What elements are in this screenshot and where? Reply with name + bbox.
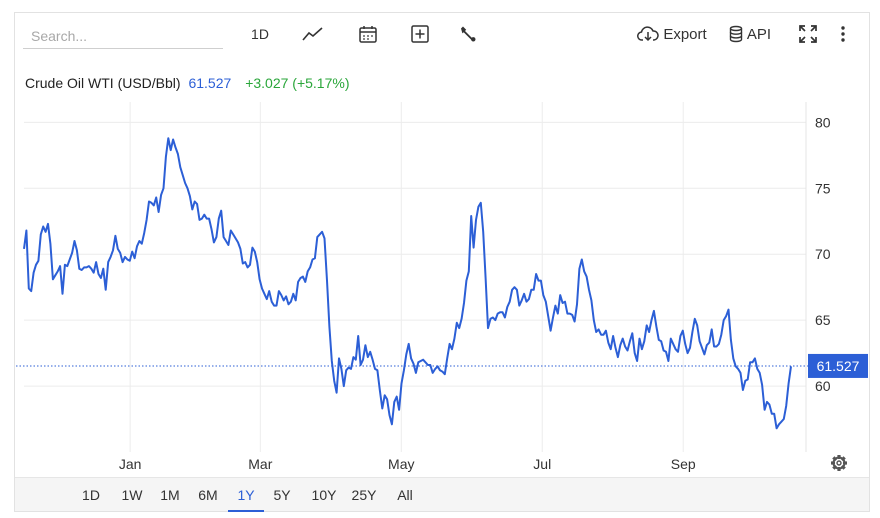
range-button-1m[interactable]: 1M [160,487,180,503]
y-tick-label: 65 [815,312,831,328]
fullscreen-button[interactable] [795,21,821,47]
current-price-tag [808,353,868,378]
gear-icon[interactable] [831,455,847,471]
search-input[interactable] [23,23,223,49]
api-button[interactable]: API [727,21,773,47]
export-label: Export [663,25,707,43]
chart-type-button[interactable] [300,21,326,47]
add-indicator-button[interactable] [407,21,433,47]
chart-widget: 1D [14,12,870,512]
range-button-6m[interactable]: 6M [198,487,218,503]
instrument-header: Crude Oil WTI (USD/Bbl) 61.527 +3.027 (+… [25,75,349,91]
x-tick-label: Jul [533,456,551,472]
fullscreen-icon [799,25,817,43]
wrench-icon [461,26,476,42]
date-range-button[interactable] [355,21,381,47]
instrument-name: Crude Oil WTI (USD/Bbl) [25,75,181,91]
export-button[interactable]: Export [635,21,709,47]
range-button-all[interactable]: All [397,487,413,503]
range-selector: 1D 1W 1M 6M 1Y 5Y 10Y 25Y All [15,477,869,512]
vertical-dots-icon [841,26,845,42]
y-tick-label: 75 [815,180,831,196]
range-button-1d[interactable]: 1D [82,487,100,503]
range-button-1w[interactable]: 1W [121,487,143,503]
current-price-tag-label: 61.527 [817,358,860,374]
database-icon [729,25,743,43]
range-button-5y[interactable]: 5Y [273,487,291,503]
x-tick-label: Jan [119,456,142,472]
cloud-download-icon [637,26,660,42]
tools-button[interactable] [455,21,481,47]
interval-button[interactable]: 1D [247,21,273,47]
range-button-10y[interactable]: 10Y [311,487,337,503]
calendar-icon [359,26,377,43]
price-change: +3.027 (+5.17%) [245,75,350,91]
x-tick-label: May [388,456,414,472]
range-button-1y[interactable]: 1Y [228,478,264,512]
x-tick-label: Mar [248,456,272,472]
y-tick-label: 70 [815,246,831,262]
x-tick-label: Sep [671,456,696,472]
price-series-line [23,137,792,430]
y-tick-label: 80 [815,114,831,130]
line-chart-icon [302,27,323,41]
current-price: 61.527 [188,75,232,91]
y-tick-label: 60 [815,378,831,394]
api-label: API [746,25,772,43]
toolbar: 1D [15,13,869,53]
interval-label: 1D [251,26,269,42]
range-button-25y[interactable]: 25Y [351,487,377,503]
plus-square-icon [411,25,429,43]
more-menu-button[interactable] [833,21,853,47]
